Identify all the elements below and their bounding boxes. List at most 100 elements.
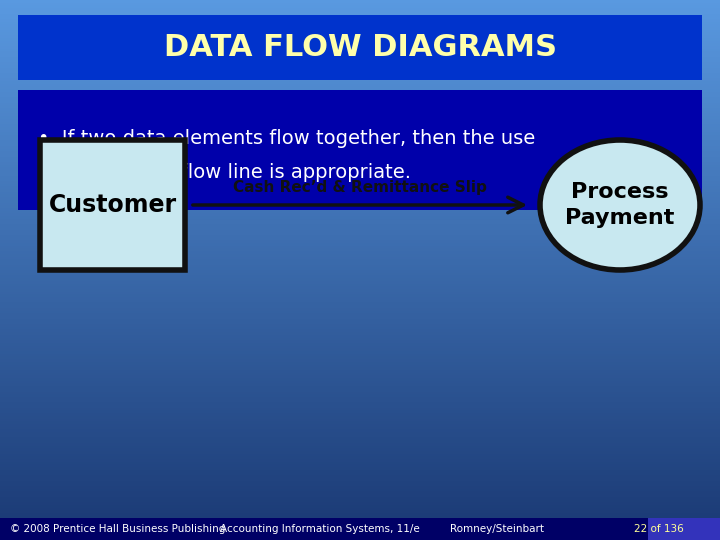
Text: of one data flow line is appropriate.: of one data flow line is appropriate. [38,163,411,181]
Bar [0,304,720,308]
Bar [0,110,720,113]
Bar [0,272,720,275]
Bar [0,153,720,157]
Bar [0,436,720,440]
Bar [0,45,720,49]
Bar [0,53,720,57]
Bar [0,253,720,256]
Bar [0,18,720,22]
Bar [0,85,720,89]
Bar [0,137,720,140]
Bar [0,307,720,310]
Bar [0,312,720,316]
Bar [0,342,720,346]
Bar [0,129,720,132]
Bar [0,453,720,456]
Bar [0,15,720,19]
Bar [0,215,720,219]
Bar [0,320,720,324]
Bar [0,501,720,505]
Bar [0,188,720,192]
Bar [0,172,720,176]
Bar [0,99,720,103]
Bar [0,255,720,259]
Bar [0,220,720,224]
Bar [0,196,720,200]
Bar [0,318,720,321]
Bar [0,29,720,32]
Bar [0,488,720,491]
Bar [0,164,720,167]
Bar [0,366,720,370]
Bar [0,515,720,518]
Bar [0,369,720,373]
Bar [0,210,720,213]
Bar [0,334,720,338]
Bar [0,434,720,437]
Bar [0,420,720,424]
Bar [0,226,720,230]
Bar [0,439,720,443]
Bar [0,96,720,100]
Bar [0,409,720,413]
Bar [0,282,720,286]
Bar [0,274,720,278]
Bar [0,199,720,202]
Bar [0,250,720,254]
Bar [0,382,720,386]
Bar [0,507,720,510]
Text: DATA FLOW DIAGRAMS: DATA FLOW DIAGRAMS [163,32,557,62]
Bar [0,380,720,383]
Bar [0,428,720,432]
Bar [0,417,720,421]
Bar [0,358,720,362]
Bar [0,277,720,281]
Text: Cash Rec’d & Remittance Slip: Cash Rec’d & Remittance Slip [233,180,487,195]
Bar [0,48,720,51]
Bar [0,107,720,111]
Bar [0,61,720,65]
Bar [0,104,720,108]
Bar [0,158,720,162]
Bar [0,150,720,154]
Bar [0,266,720,270]
Bar [0,498,720,502]
Bar [0,75,720,78]
Bar [0,361,720,365]
Bar [0,131,720,135]
Bar [0,37,720,40]
Bar [0,231,720,235]
Bar [0,42,720,46]
Bar [0,123,720,127]
Bar [0,31,720,35]
Bar [0,142,720,146]
Bar [0,496,720,500]
Bar [18,90,702,210]
Bar [0,315,720,319]
Bar [0,293,720,297]
Bar [0,64,720,68]
Bar [0,147,720,151]
Bar [0,455,720,459]
Bar [0,183,720,186]
Bar [0,285,720,289]
Bar [0,7,720,11]
Bar [0,466,720,470]
Bar [0,390,720,394]
Bar [0,72,720,76]
Bar [0,404,720,408]
Bar [0,180,720,184]
Bar [0,534,720,537]
Bar [0,345,720,348]
Bar [0,126,720,130]
Bar [0,531,720,535]
Bar [18,15,702,80]
Bar [0,10,720,14]
Bar [0,242,720,246]
Bar [0,77,720,81]
Bar [0,377,720,381]
Bar [0,407,720,410]
Bar [0,269,720,273]
Bar [0,212,720,216]
Bar [0,115,720,119]
